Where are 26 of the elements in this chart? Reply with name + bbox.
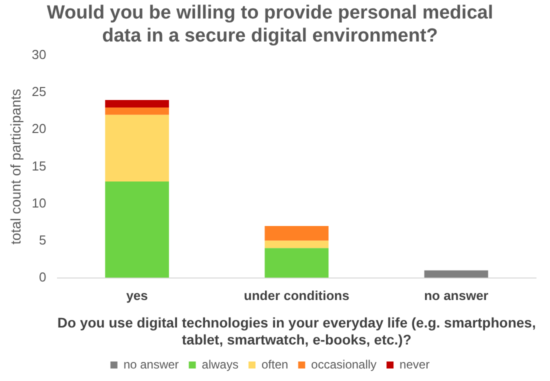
chart-title: Would you be willing to provide personal medical data in a secure digital environment? bbox=[46, 2, 494, 46]
x-tick-label: no answer bbox=[424, 288, 488, 304]
y-tick-label: 25 bbox=[32, 84, 46, 100]
legend-label: never bbox=[400, 357, 430, 372]
legend-label: no answer bbox=[123, 357, 179, 372]
legend-label: always bbox=[202, 357, 238, 372]
y-axis-title: total count of participants bbox=[7, 88, 24, 245]
legend-label: often bbox=[261, 357, 288, 372]
bar bbox=[105, 107, 169, 115]
bar bbox=[105, 114, 169, 182]
bar bbox=[264, 226, 329, 241]
y-tick-label: 30 bbox=[32, 47, 46, 62]
bar bbox=[424, 270, 488, 278]
x-axis-title: Do you use digital technologies in your everyday life (e.g. smartphones, tablet, smartwatch, e-books, etc.)? bbox=[57, 314, 536, 348]
x-tick-label: yes bbox=[126, 288, 148, 304]
legend-label: occasionally bbox=[311, 357, 377, 372]
x-tick-label: under conditions bbox=[244, 288, 350, 304]
bar bbox=[105, 100, 169, 108]
bar bbox=[264, 248, 329, 278]
y-tick-label: 5 bbox=[39, 232, 46, 248]
y-tick-label: 10 bbox=[32, 195, 46, 210]
y-tick-label: 15 bbox=[32, 158, 46, 174]
bar bbox=[105, 182, 169, 278]
bar bbox=[264, 240, 329, 248]
y-tick-label: 20 bbox=[32, 121, 46, 136]
y-tick-label: 0 bbox=[39, 269, 46, 284]
